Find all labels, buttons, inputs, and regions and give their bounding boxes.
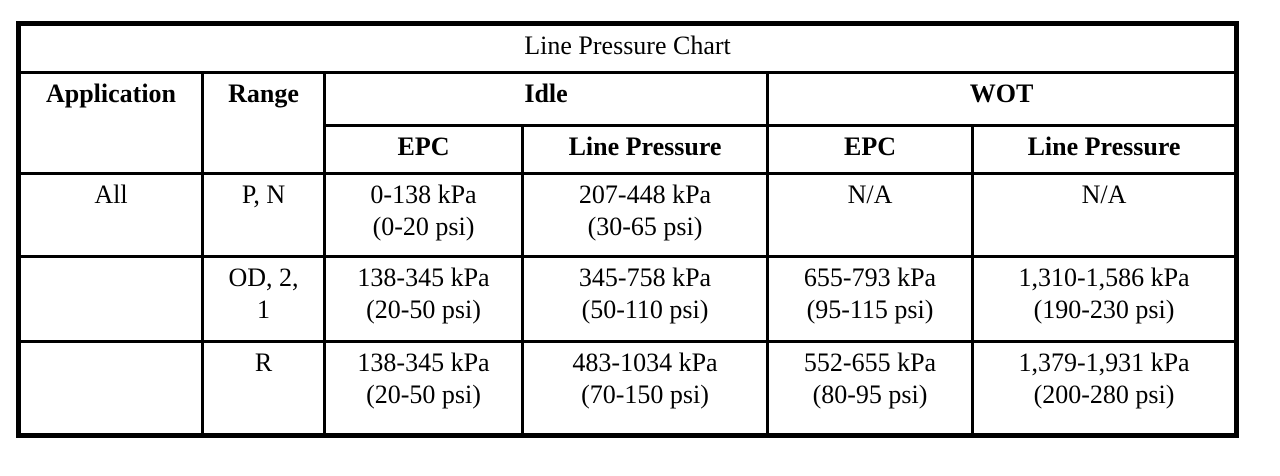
range-value-line2: 1 (257, 294, 270, 324)
range-value: OD, 2, (228, 263, 299, 292)
line-pressure-table: Line Pressure Chart Application Range Id… (16, 21, 1240, 438)
psi-line: (190-230 psi) (1033, 294, 1175, 324)
group-header-row: Application Range Idle WOT (17, 71, 1239, 175)
cell-wot-epc: 552-655 kPa (80-95 psi) (766, 340, 974, 437)
application-value: All (94, 180, 128, 209)
cell-idle-line-pressure: 345-758 kPa (50-110 psi) (521, 255, 769, 343)
psi-line: (50-110 psi) (581, 294, 709, 324)
kpa-line: 345-758 kPa (578, 263, 712, 292)
cell-range: R (201, 340, 326, 437)
cell-wot-epc: 655-793 kPa (95-115 psi) (766, 255, 974, 343)
cell-wot-line-pressure: 1,310-1,586 kPa (190-230 psi) (970, 255, 1239, 343)
psi-line: (20-50 psi) (366, 379, 481, 409)
title-row: Line Pressure Chart (16, 22, 1239, 74)
kpa-line: 655-793 kPa (803, 263, 937, 292)
psi-line: (20-50 psi) (366, 294, 481, 324)
psi-line: (80-95 psi) (812, 379, 928, 409)
na-value: N/A (847, 180, 893, 209)
psi-line: (30-65 psi) (587, 211, 703, 241)
table-title: Line Pressure Chart (16, 22, 1239, 74)
kpa-line: 138-345 kPa (357, 348, 490, 377)
header-idle: Idle (323, 71, 769, 127)
range-value: R (254, 348, 273, 377)
header-wot-epc: EPC (766, 124, 974, 175)
cell-idle-epc: 138-345 kPa (20-50 psi) (323, 255, 524, 343)
cell-application: All (17, 172, 204, 258)
table-row: R 138-345 kPa (20-50 psi) 483-1034 kPa (… (17, 340, 1239, 437)
cell-range: OD, 2, 1 (201, 255, 326, 343)
sub-header-row: EPC Line Pressure EPC Line Pressure (19, 124, 1239, 175)
kpa-line: 1,379-1,931 kPa (1018, 348, 1190, 377)
cell-application (17, 255, 204, 343)
header-range: Range (201, 71, 326, 175)
header-idle-line-pressure: Line Pressure (521, 124, 769, 175)
kpa-line: 138-345 kPa (357, 263, 490, 292)
kpa-line: 483-1034 kPa (572, 348, 718, 377)
table-row: OD, 2, 1 138-345 kPa (20-50 psi) 345-758… (17, 255, 1239, 343)
cell-wot-line-pressure: 1,379-1,931 kPa (200-280 psi) (970, 340, 1239, 437)
cell-idle-epc: 0-138 kPa (0-20 psi) (323, 172, 524, 258)
kpa-line: 552-655 kPa (803, 348, 937, 377)
kpa-line: 1,310-1,586 kPa (1018, 263, 1190, 292)
psi-line: (0-20 psi) (372, 211, 475, 241)
cell-idle-line-pressure: 207-448 kPa (30-65 psi) (521, 172, 769, 258)
cell-application (17, 340, 204, 437)
kpa-line: 207-448 kPa (578, 180, 712, 209)
header-wot: WOT (765, 71, 1239, 127)
header-wot-line-pressure: Line Pressure (970, 124, 1239, 175)
cell-range: P, N (201, 172, 326, 258)
cell-idle-line-pressure: 483-1034 kPa (70-150 psi) (521, 340, 769, 437)
cell-wot-line-pressure: N/A (970, 172, 1239, 258)
cell-wot-epc: N/A (766, 172, 974, 258)
psi-line: (70-150 psi) (581, 379, 709, 409)
table-row: All P, N 0-138 kPa (0-20 psi) 207-448 kP… (17, 172, 1239, 258)
psi-line: (200-280 psi) (1033, 379, 1175, 409)
kpa-line: 0-138 kPa (370, 180, 477, 209)
range-value: P, N (241, 180, 286, 209)
header-application: Application (17, 71, 204, 175)
na-value: N/A (1081, 180, 1127, 209)
cell-idle-epc: 138-345 kPa (20-50 psi) (323, 340, 524, 437)
header-idle-epc: EPC (323, 124, 524, 175)
psi-line: (95-115 psi) (806, 294, 934, 324)
